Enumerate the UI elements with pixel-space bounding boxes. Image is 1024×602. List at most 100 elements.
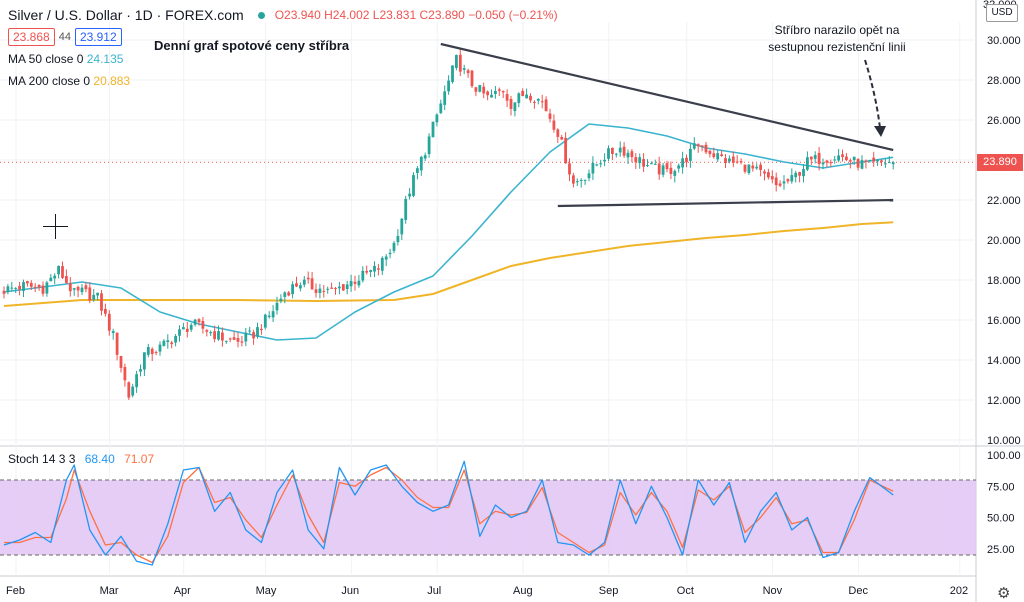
candle-body (146, 346, 150, 355)
candle (146, 343, 150, 358)
candle-body (189, 324, 193, 330)
candle (455, 54, 458, 71)
bid-button[interactable]: 23.868 (8, 28, 55, 46)
candle-body (435, 114, 439, 123)
candle (197, 318, 201, 326)
candle (349, 274, 353, 292)
ma200-legend[interactable]: MA 200 close 0 20.883 (8, 70, 558, 92)
ma50-layer (3, 123, 894, 341)
candle-body (876, 159, 879, 162)
candle-body (525, 94, 528, 99)
ma200-line (3, 221, 894, 307)
candle (291, 281, 294, 299)
candle (100, 290, 103, 316)
candle (540, 94, 544, 109)
candle-body (595, 164, 599, 166)
candle (770, 170, 774, 184)
candle (755, 163, 759, 170)
candle (622, 142, 626, 158)
candle-body (884, 163, 887, 165)
candle (439, 99, 443, 115)
candle-body (770, 176, 774, 180)
candle (185, 322, 189, 338)
candle-body (724, 158, 727, 164)
candle-body (704, 144, 708, 153)
candle-body (439, 103, 443, 114)
candle (213, 325, 216, 343)
candle-body (560, 137, 564, 140)
candle-body (291, 284, 294, 295)
x-tick-label: Nov (763, 585, 783, 597)
candle (486, 90, 489, 101)
candle-body (763, 171, 766, 174)
candle (2, 286, 6, 299)
candle-body (369, 270, 372, 272)
candle (767, 168, 770, 180)
candle-body (455, 55, 458, 68)
candle (72, 287, 76, 296)
gear-icon[interactable]: ⚙ (997, 585, 1011, 602)
candle (61, 261, 64, 279)
currency-badge[interactable]: USD (986, 4, 1018, 22)
candle-body (634, 157, 638, 163)
candle-body (275, 302, 279, 311)
candle-body (384, 256, 388, 260)
candle (848, 158, 852, 169)
candle-body (197, 319, 201, 323)
candle (661, 162, 665, 178)
stoch-tick-label: 100.00 (987, 450, 1021, 462)
candle (513, 102, 517, 117)
stoch-d-value: 71.07 (124, 452, 155, 466)
y-tick-label: 10.000 (987, 435, 1021, 447)
candle-body (22, 282, 25, 291)
candle-body (100, 293, 103, 311)
candle (431, 121, 435, 138)
candle-body (767, 172, 770, 178)
candle-body (813, 155, 817, 159)
candle-body (458, 54, 462, 72)
candle-body (513, 102, 517, 111)
stoch-k-value: 68.40 (84, 452, 115, 466)
candle-body (205, 330, 209, 332)
candle-body (482, 86, 486, 94)
candle (794, 170, 798, 183)
candle (451, 65, 454, 84)
symbol-title[interactable]: Silver / U.S. Dollar · 1D · FOREX.com (8, 7, 244, 23)
candle (256, 322, 259, 339)
candle (263, 313, 267, 330)
candle (782, 175, 786, 190)
candle-body (505, 94, 509, 101)
candle-body (462, 68, 466, 70)
ask-button[interactable]: 23.912 (74, 28, 122, 46)
candle (494, 86, 497, 99)
candle (178, 325, 181, 342)
candle (802, 164, 805, 183)
candle (689, 144, 692, 168)
ma50-legend[interactable]: MA 50 close 0 24.135 (8, 48, 558, 70)
candle (763, 169, 766, 181)
candle-body (646, 165, 649, 167)
candle (338, 281, 341, 295)
candle-body (880, 160, 883, 162)
candle-body (529, 95, 532, 101)
candle (825, 159, 829, 168)
chart-title: Denní graf spotové ceny stříbra (154, 38, 350, 53)
candle-body (556, 129, 560, 137)
trendline-support (557, 198, 894, 208)
candle (143, 352, 146, 376)
candle-body (96, 292, 99, 296)
candle (209, 330, 213, 337)
candle-body (423, 155, 427, 159)
candle (708, 149, 712, 158)
candle-body (361, 270, 365, 281)
candle (887, 155, 891, 164)
bid-ask-row: 23.868 44 23.912 (8, 26, 558, 48)
candle (267, 311, 271, 319)
candle-body (92, 294, 96, 300)
stoch-legend[interactable]: Stoch 14 3 3 68.40 71.07 (8, 452, 154, 466)
candle-body (400, 218, 404, 235)
candle-body (474, 87, 478, 92)
candle (26, 280, 29, 287)
candle-body (236, 338, 240, 342)
